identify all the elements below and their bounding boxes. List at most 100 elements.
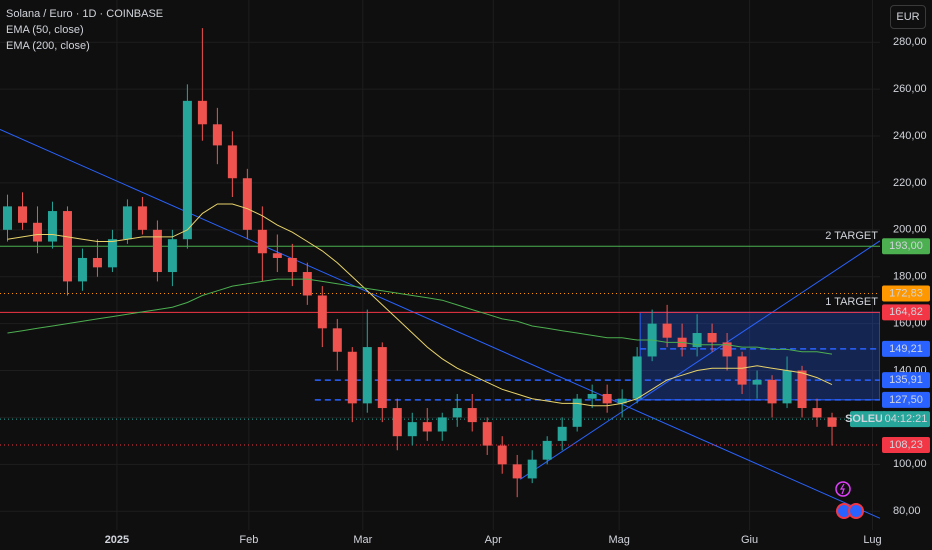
price-label: 135,91: [889, 374, 923, 386]
candle-body: [422, 422, 432, 432]
candle-body: [572, 398, 582, 427]
candle-body: [557, 426, 567, 441]
countdown: 04:12:21: [885, 413, 928, 425]
symbol-title: Solana / Euro · 1D · COINBASE: [6, 8, 164, 20]
candle-body: [542, 440, 552, 460]
candle-body: [362, 347, 372, 404]
price-axis: [880, 0, 932, 550]
price-label: 172,83: [889, 287, 923, 299]
candle-body: [452, 408, 462, 418]
candle-body: [377, 347, 387, 409]
candle-body: [212, 124, 222, 146]
candle-body: [182, 100, 192, 240]
candle-body: [812, 408, 822, 418]
candle-body: [797, 370, 807, 409]
candle-body: [407, 422, 417, 437]
price-label-box: [882, 304, 930, 321]
candle-body: [752, 379, 762, 385]
y-tick-label: 260,00: [893, 83, 927, 95]
legend: Solana / Euro · 1D · COINBASE EMA (50, c…: [6, 6, 163, 54]
candle-body: [662, 323, 672, 338]
y-tick-label: 200,00: [893, 224, 927, 236]
candle-body: [62, 211, 72, 282]
zone: [639, 311, 881, 401]
candle-body: [242, 178, 252, 230]
price-label: 149,21: [889, 343, 923, 355]
symbol-box: [850, 411, 886, 428]
candle-body: [77, 257, 87, 282]
candle-body: [782, 370, 792, 404]
candle-body: [497, 445, 507, 465]
price-label: 108,23: [889, 439, 923, 451]
candle-body: [437, 417, 447, 432]
x-tick-label: Mar: [353, 534, 372, 546]
price-label-box: [882, 340, 930, 357]
icons: [835, 481, 864, 519]
legend-entry: EMA (200, close): [6, 40, 90, 52]
x-tick-label: Apr: [485, 534, 502, 546]
candle-body: [197, 100, 207, 125]
y-tick-label: 80,00: [893, 505, 921, 517]
candle-body: [227, 145, 237, 179]
candle-body: [467, 408, 477, 423]
candle-body: [2, 206, 12, 230]
price-label: 164,82: [889, 306, 923, 318]
currency-button[interactable]: EUR: [890, 5, 926, 29]
candle-body: [152, 229, 162, 273]
candle-body: [527, 459, 537, 479]
price-label-box: [882, 391, 930, 408]
x-tick-label: 2025: [105, 534, 129, 546]
price-label-box: [882, 285, 930, 302]
candle-body: [122, 206, 132, 240]
x-tick-label: Lug: [863, 534, 881, 546]
candle-body: [17, 206, 27, 223]
candle-body: [722, 342, 732, 357]
legend-entry: EMA (50, close): [6, 24, 84, 36]
level-note: 2 TARGET: [825, 230, 878, 242]
price-label: 193,00: [889, 240, 923, 252]
candle-body: [707, 333, 717, 343]
candle-body: [92, 257, 102, 268]
candle-body: [332, 328, 342, 352]
candle-body: [392, 408, 402, 437]
y-tick-label: 100,00: [893, 458, 927, 470]
trendline: [0, 128, 881, 519]
candle-body: [482, 422, 492, 446]
level-note: 1 TARGET: [825, 296, 878, 308]
x-tick-label: Mag: [608, 534, 629, 546]
y-tick-label: 240,00: [893, 130, 927, 142]
y-tick-label: 180,00: [893, 271, 927, 283]
candle-body: [767, 379, 777, 404]
y-tick-label: 280,00: [893, 36, 927, 48]
x-tick-label: Feb: [239, 534, 258, 546]
candle-body: [632, 356, 642, 399]
candle-body: [737, 356, 747, 385]
candle-body: [617, 398, 627, 404]
y-tick-label: 220,00: [893, 177, 927, 189]
y-tick-label: 160,00: [893, 318, 927, 330]
candle-body: [317, 295, 327, 329]
symbol-label: SOLEUR: [845, 413, 891, 425]
x-tick-label: Giu: [741, 534, 758, 546]
candle-body: [692, 333, 702, 348]
candle-body: [302, 272, 312, 296]
time-axis: [0, 530, 932, 550]
last-price-box: [882, 411, 930, 428]
price-label-box: [882, 437, 930, 454]
candle-body: [602, 393, 612, 404]
candle-body: [347, 351, 357, 404]
candle-body: [137, 206, 147, 230]
price-label-box: [882, 372, 930, 389]
price-label-box: [882, 238, 930, 255]
candle-body: [107, 239, 117, 268]
ema-line: [7, 203, 833, 407]
price-label: 127,50: [889, 394, 923, 406]
candle-body: [287, 257, 297, 273]
candle-body: [167, 239, 177, 273]
candle-body: [512, 464, 522, 479]
candle-body: [32, 222, 42, 242]
candle-body: [257, 229, 267, 254]
trendline: [519, 240, 881, 480]
